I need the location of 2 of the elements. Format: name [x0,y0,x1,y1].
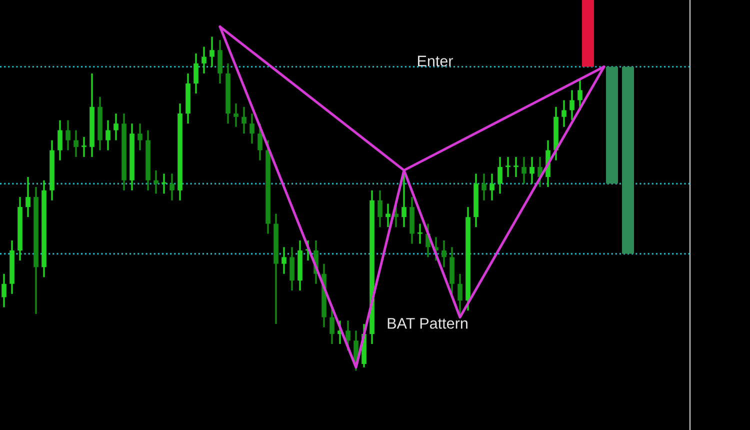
annotation: BAT Pattern [388,318,468,329]
annotation: Enter [418,56,454,66]
